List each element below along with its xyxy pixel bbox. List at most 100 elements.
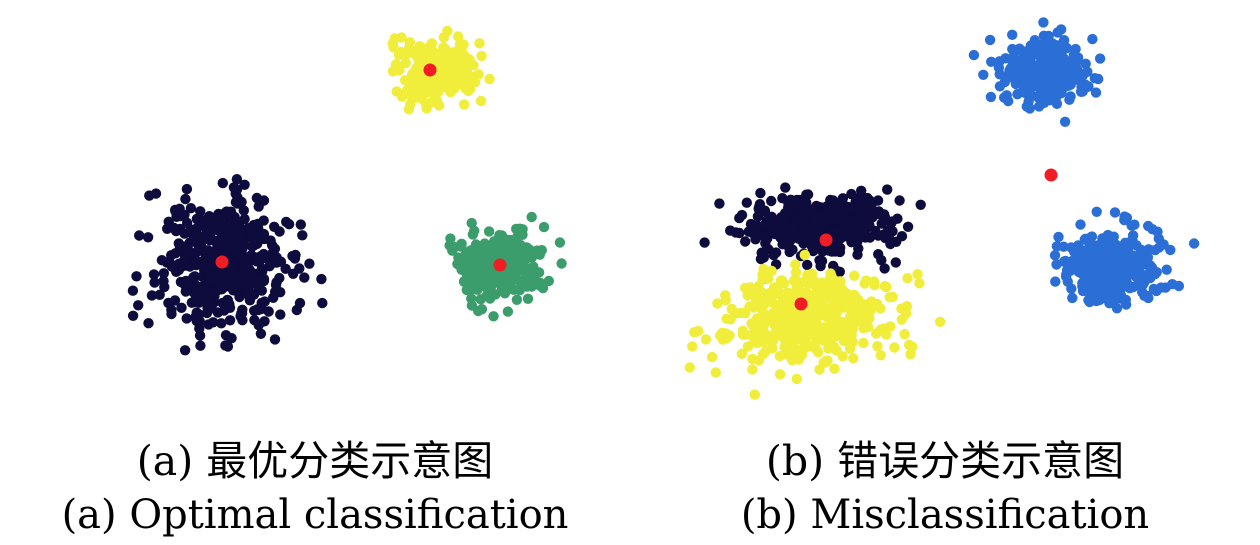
data-point xyxy=(739,282,751,294)
data-point xyxy=(1089,295,1100,306)
data-point xyxy=(1065,91,1076,102)
data-point xyxy=(822,291,833,303)
data-point xyxy=(556,258,567,269)
data-point xyxy=(842,295,853,306)
data-point xyxy=(1075,267,1086,279)
data-point xyxy=(469,76,481,88)
data-point xyxy=(763,244,774,255)
cluster-0 xyxy=(699,182,926,285)
data-point xyxy=(710,367,721,378)
data-point xyxy=(822,311,833,322)
caption-english-a: (a) Optimal classification xyxy=(61,492,569,538)
data-point xyxy=(181,183,193,195)
data-point xyxy=(484,73,495,85)
data-point xyxy=(1036,85,1047,96)
data-point xyxy=(994,56,1005,67)
data-point xyxy=(216,318,227,329)
data-point xyxy=(1053,231,1064,243)
data-point xyxy=(712,298,723,309)
data-point xyxy=(775,275,787,286)
data-point xyxy=(222,294,233,306)
data-point xyxy=(797,332,809,343)
data-point xyxy=(1067,292,1078,304)
data-point xyxy=(453,48,464,59)
data-point xyxy=(721,313,732,324)
data-point xyxy=(774,350,785,362)
data-point xyxy=(269,334,281,345)
data-point xyxy=(446,62,457,74)
data-point xyxy=(170,206,181,217)
data-point xyxy=(769,299,780,310)
data-point xyxy=(1036,68,1047,80)
data-point xyxy=(858,337,869,349)
data-point xyxy=(978,69,989,81)
data-point xyxy=(295,219,306,230)
data-point xyxy=(787,223,798,234)
data-point xyxy=(238,238,249,249)
data-point xyxy=(1141,259,1153,270)
data-point xyxy=(520,273,531,284)
data-point xyxy=(914,278,925,289)
data-point xyxy=(237,304,248,315)
data-point xyxy=(531,245,543,256)
data-point xyxy=(1008,51,1019,62)
data-point xyxy=(1077,281,1088,292)
data-point xyxy=(251,256,263,267)
data-point xyxy=(720,328,731,339)
data-point xyxy=(831,345,842,356)
data-point xyxy=(554,237,566,248)
data-point xyxy=(899,328,910,340)
data-point xyxy=(228,182,240,193)
data-point xyxy=(1007,29,1018,40)
data-point xyxy=(179,345,191,356)
data-point xyxy=(1158,239,1169,250)
data-point xyxy=(802,259,813,271)
data-point xyxy=(761,335,772,346)
data-point xyxy=(158,275,169,287)
data-point xyxy=(752,230,763,242)
data-point xyxy=(434,83,445,94)
data-point xyxy=(1089,73,1101,84)
data-point xyxy=(761,233,773,244)
data-point xyxy=(885,238,896,250)
data-point xyxy=(894,195,905,206)
data-point xyxy=(1143,220,1154,232)
data-point xyxy=(748,302,760,313)
data-point xyxy=(317,297,328,309)
data-point xyxy=(1065,79,1076,90)
data-point xyxy=(294,263,305,274)
data-point xyxy=(186,297,197,308)
data-point xyxy=(516,255,527,267)
data-point xyxy=(770,228,781,240)
data-point xyxy=(853,294,864,305)
data-point xyxy=(215,216,226,227)
data-point xyxy=(799,321,811,332)
data-point xyxy=(776,330,787,341)
data-point xyxy=(1129,219,1140,230)
data-point xyxy=(211,235,222,247)
data-point xyxy=(476,304,488,315)
data-point xyxy=(849,302,860,313)
data-point xyxy=(1074,68,1086,80)
data-point xyxy=(934,316,946,327)
data-point xyxy=(399,75,411,86)
data-point xyxy=(735,307,747,319)
panel-misclassification: (b) 错误分类示意图 (b) Misclassification xyxy=(630,0,1260,545)
data-point xyxy=(1094,53,1106,64)
data-point xyxy=(1023,96,1034,107)
data-point xyxy=(463,85,474,97)
data-point xyxy=(1005,63,1016,74)
data-point xyxy=(230,197,242,208)
data-point xyxy=(876,255,887,266)
data-point xyxy=(1065,265,1076,276)
data-point xyxy=(270,279,282,291)
data-point xyxy=(459,60,471,72)
data-point xyxy=(851,310,862,321)
data-point xyxy=(746,330,757,341)
data-point xyxy=(481,290,493,301)
data-point xyxy=(1111,303,1123,314)
data-point xyxy=(842,332,854,343)
data-point xyxy=(1047,38,1058,49)
data-point xyxy=(786,301,797,312)
data-point xyxy=(180,286,191,297)
